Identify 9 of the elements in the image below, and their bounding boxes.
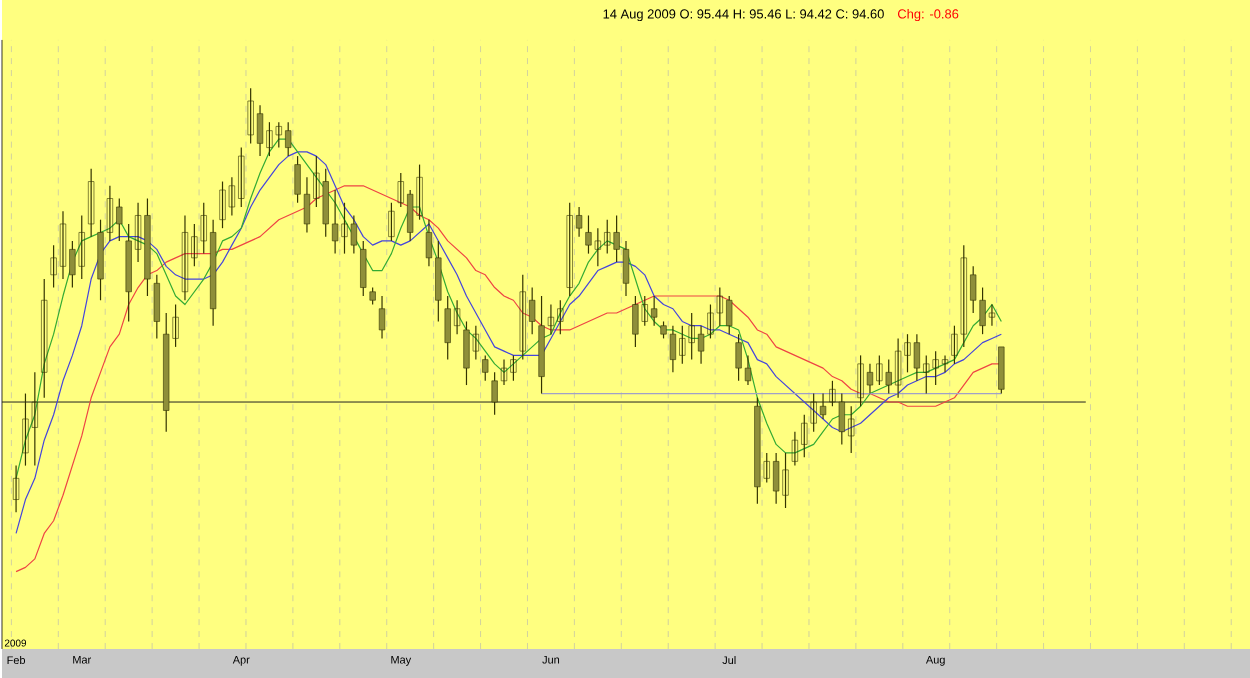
- candlestick: [88, 167, 95, 237]
- candlestick: [12, 464, 20, 513]
- candlestick: [998, 345, 1005, 394]
- candlestick: [360, 239, 367, 297]
- candlestick: [378, 294, 386, 339]
- candlestick: [482, 354, 489, 381]
- candlestick: [153, 273, 160, 339]
- candlestick: [41, 278, 48, 398]
- candlestick: [388, 201, 395, 242]
